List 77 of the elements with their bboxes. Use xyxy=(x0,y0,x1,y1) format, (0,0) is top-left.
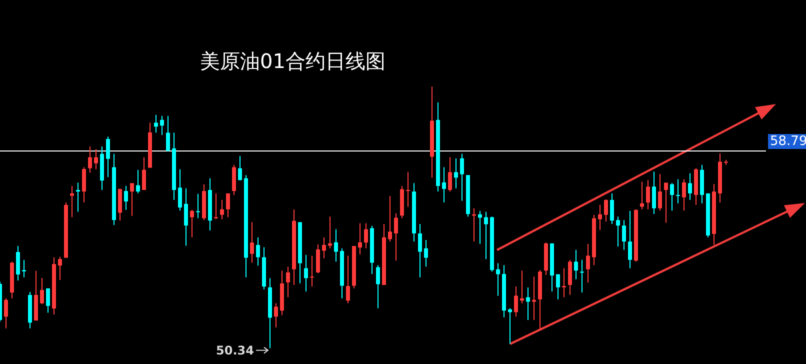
candlestick xyxy=(688,172,692,200)
candlestick xyxy=(358,222,362,255)
candlestick xyxy=(610,192,614,224)
candlestick xyxy=(460,153,464,202)
candlestick xyxy=(664,182,668,224)
candlestick xyxy=(598,204,602,231)
candlestick xyxy=(376,264,380,309)
candlestick xyxy=(604,198,608,222)
candlestick xyxy=(226,192,230,218)
candlestick xyxy=(250,222,254,264)
candlestick xyxy=(670,182,674,212)
annotation: 50.34 xyxy=(216,343,254,358)
candlestick xyxy=(196,193,200,219)
candlestick xyxy=(136,169,140,194)
candlestick xyxy=(556,274,560,300)
candlestick xyxy=(586,243,590,284)
candlestick xyxy=(388,196,392,242)
candlestick xyxy=(346,255,350,304)
candlestick xyxy=(448,156,452,192)
candlestick xyxy=(622,220,626,250)
candlestick xyxy=(514,286,518,318)
text: 58.79 xyxy=(770,134,806,149)
candlestick xyxy=(316,244,320,274)
candlestick xyxy=(286,266,290,298)
candlestick xyxy=(334,228,338,262)
candlestick xyxy=(616,216,620,248)
candlestick xyxy=(646,180,650,210)
candlestick xyxy=(304,254,308,292)
candlestick xyxy=(364,222,368,249)
candlestick xyxy=(22,259,26,278)
candlestick xyxy=(82,166,86,204)
candlestick xyxy=(58,256,62,280)
candlestick xyxy=(442,166,446,204)
candlestick xyxy=(160,115,164,136)
candlestick xyxy=(682,178,686,212)
candlestick xyxy=(178,168,182,212)
chart-title: 美原油01合约日线图 xyxy=(200,49,386,73)
candlestick xyxy=(94,148,98,170)
candlestick xyxy=(214,192,218,220)
candlestick xyxy=(40,277,44,305)
candlestick xyxy=(118,188,122,222)
candlestick xyxy=(580,259,584,294)
candlestick xyxy=(418,224,422,278)
candlestick xyxy=(76,182,80,212)
candlestick xyxy=(274,302,278,328)
candlestick xyxy=(124,186,128,210)
candlestick xyxy=(16,245,20,282)
candlestick xyxy=(562,268,566,298)
candlestick xyxy=(676,178,680,204)
candlestick xyxy=(322,236,326,259)
candlestick xyxy=(658,174,662,212)
candlestick xyxy=(256,236,260,266)
candlestick xyxy=(154,114,158,134)
candlestick xyxy=(310,255,314,288)
candlestick xyxy=(4,298,8,329)
candlestick xyxy=(130,182,134,216)
candlestick xyxy=(652,171,656,215)
candlestick xyxy=(220,199,224,220)
candlestick xyxy=(190,209,194,238)
candlestick xyxy=(406,172,410,208)
candlestick xyxy=(106,136,110,178)
candlestick xyxy=(574,249,578,280)
candlestick xyxy=(166,115,170,152)
candlestick xyxy=(184,188,188,246)
candlestick xyxy=(232,164,236,196)
candlestick xyxy=(454,158,458,189)
candlestick xyxy=(526,286,530,321)
candlestick xyxy=(394,212,398,262)
candlestick xyxy=(628,210,632,269)
candlestick xyxy=(46,288,50,314)
candlestick xyxy=(88,146,92,174)
candlestick xyxy=(568,259,572,296)
candlestick xyxy=(484,211,488,260)
candlestick xyxy=(496,262,500,296)
candlestick xyxy=(238,155,242,182)
candlestick xyxy=(142,156,146,190)
candlestick xyxy=(424,239,428,268)
